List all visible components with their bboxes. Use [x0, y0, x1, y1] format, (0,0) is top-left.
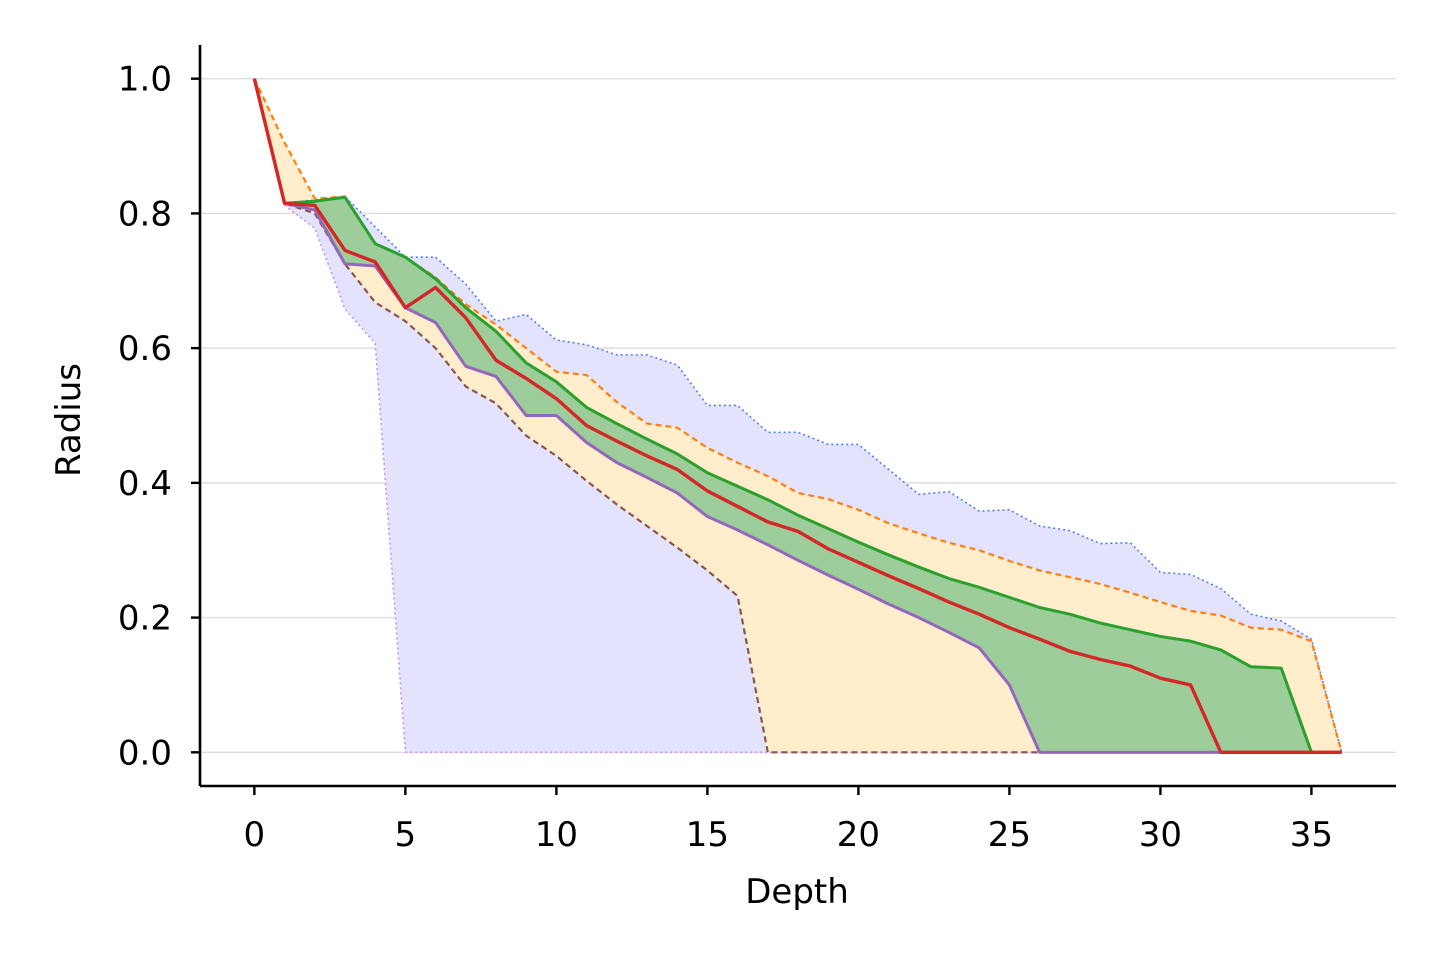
x-tick-label: 15 [686, 815, 729, 855]
y-tick-label: 1.0 [118, 60, 172, 100]
y-axis-label: Radius [49, 363, 89, 477]
band-area [254, 78, 1342, 753]
y-ticks: 0.0 0.2 0.4 0.6 0.8 1.0 [118, 60, 200, 773]
series-line [253, 78, 1342, 754]
y-tick-label: 0.6 [118, 329, 172, 369]
series-line [252, 78, 1342, 754]
y-tick-label: 0.4 [118, 464, 172, 504]
x-tick-label: 5 [395, 815, 417, 855]
series-line [252, 78, 1342, 755]
x-tick-label: 10 [535, 815, 578, 855]
axes [198, 45, 1396, 788]
x-tick-label: 35 [1290, 815, 1333, 855]
series-line [252, 78, 1342, 754]
y-tick-label: 0.2 [118, 599, 172, 639]
filled-bands [254, 78, 1342, 753]
x-tick-label: 0 [244, 815, 266, 855]
x-tick-label: 30 [1139, 815, 1182, 855]
x-tick-label: 25 [988, 815, 1031, 855]
y-tick-label: 0.0 [118, 733, 172, 773]
y-tick-label: 0.8 [118, 194, 172, 234]
x-ticks: 0 5 10 15 20 25 30 35 [244, 786, 1333, 855]
x-tick-label: 20 [837, 815, 880, 855]
x-axis-label: Depth [745, 872, 849, 912]
band-area [254, 78, 1342, 753]
series-lines [252, 78, 1343, 755]
